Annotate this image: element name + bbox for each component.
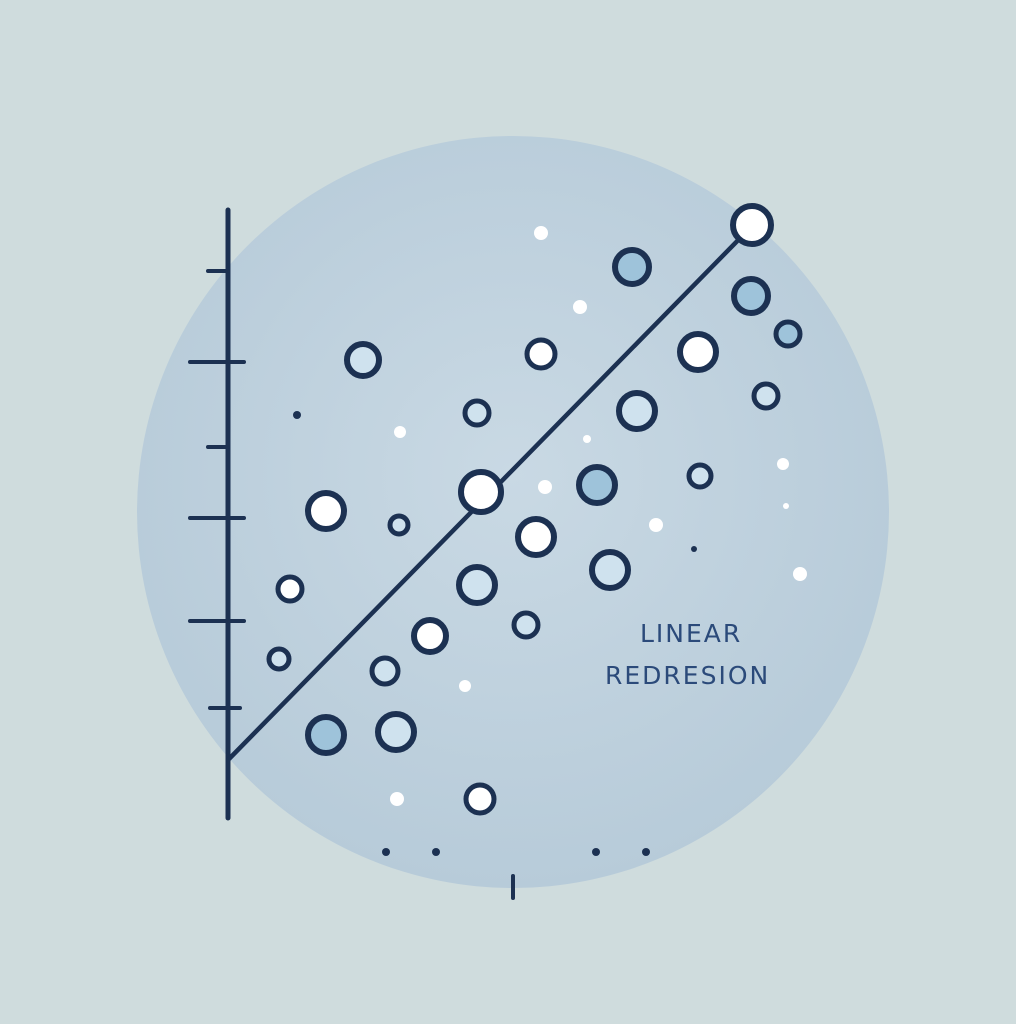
regression-line-marker (733, 206, 771, 244)
scatter-point (514, 613, 538, 637)
scatter-point (776, 322, 800, 346)
scatter-point (518, 519, 554, 555)
caption-line-2: REDRESION (605, 661, 770, 690)
scatter-point (308, 493, 344, 529)
scatter-point (390, 516, 408, 534)
x-axis-dot (432, 848, 440, 856)
sparkle-dot (390, 792, 404, 806)
sparkle-dot (649, 518, 663, 532)
scatter-point (592, 552, 628, 588)
caption-line-1: LINEAR (640, 619, 742, 648)
sparkle-dot (534, 226, 548, 240)
sparkle-dot (573, 300, 587, 314)
sparkle-dot (793, 567, 807, 581)
sparkle-dot (394, 426, 406, 438)
scatter-point (372, 658, 398, 684)
scatter-point (579, 467, 615, 503)
background-disc (137, 136, 889, 888)
scatter-point (680, 334, 716, 370)
scatter-point (619, 393, 655, 429)
scatter-point (269, 649, 289, 669)
scatter-point (465, 401, 489, 425)
x-axis-dot (592, 848, 600, 856)
sparkle-dot (459, 680, 471, 692)
scatter-point (347, 344, 379, 376)
small-dot (691, 546, 697, 552)
sparkle-dot (783, 503, 789, 509)
scatter-point (278, 577, 302, 601)
scatter-point (466, 785, 494, 813)
regression-line-marker (461, 472, 501, 512)
scatter-point (615, 250, 649, 284)
small-dot (293, 411, 301, 419)
scatter-point (308, 717, 344, 753)
sparkle-dot (777, 458, 789, 470)
x-axis-dot (382, 848, 390, 856)
scatter-point (459, 567, 495, 603)
x-axis-dot (642, 848, 650, 856)
scatter-point (754, 384, 778, 408)
sparkle-dot (538, 480, 552, 494)
sparkle-dot (583, 435, 591, 443)
scatter-point (414, 620, 446, 652)
scatter-point (378, 714, 414, 750)
scatter-point (734, 279, 768, 313)
scatter-point (527, 340, 555, 368)
scatter-point (689, 465, 711, 487)
